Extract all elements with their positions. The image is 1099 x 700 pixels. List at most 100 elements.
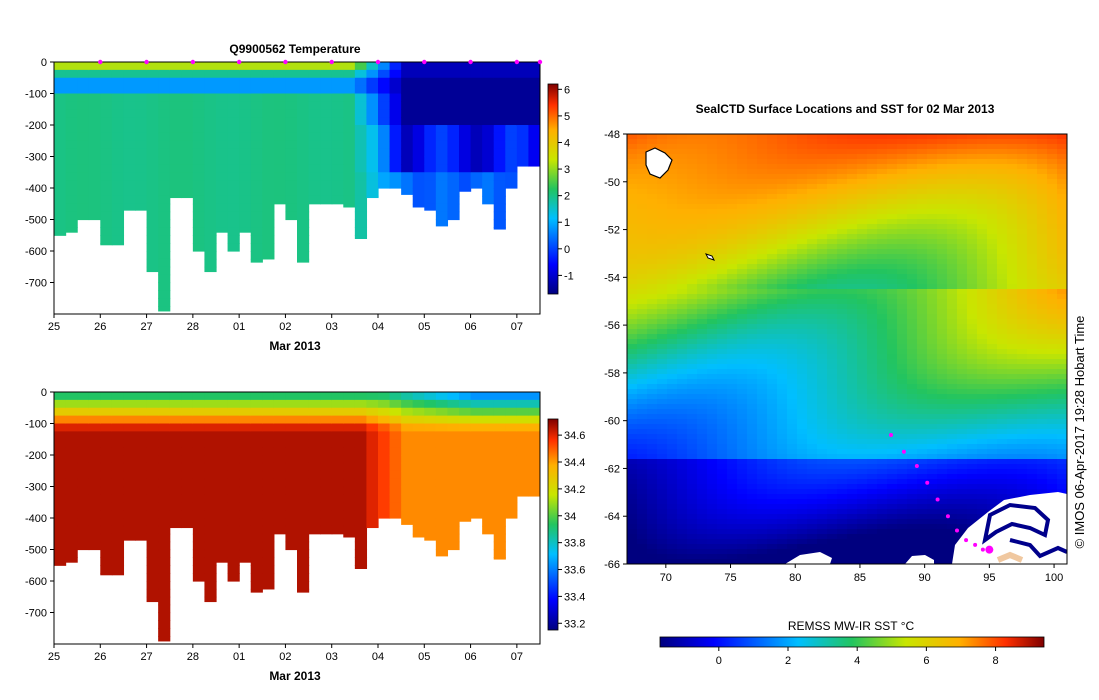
sst-cell [907, 389, 918, 395]
sst-cell [847, 234, 858, 240]
sst-cell [757, 474, 768, 480]
sst-cell [837, 339, 848, 345]
sst-cell [1027, 149, 1038, 155]
temperature-cell [227, 125, 240, 134]
temperature-cell [320, 188, 333, 197]
salinity-cell [123, 486, 136, 495]
y-tick-label: -100 [25, 419, 47, 431]
sst-cell [777, 199, 788, 205]
sst-cell [907, 244, 918, 250]
sst-cell [627, 419, 638, 425]
sst-cell [837, 489, 848, 495]
sst-cell [787, 149, 798, 155]
sst-cell [937, 309, 948, 315]
sst-cell [847, 319, 858, 325]
salinity-cell [239, 415, 252, 425]
sst-cell [687, 469, 698, 475]
sst-cell [757, 369, 768, 375]
temperature-cell [378, 156, 391, 165]
sst-cell [837, 204, 848, 210]
temperature-cell [239, 109, 252, 118]
salinity-cell [459, 478, 472, 488]
salinity-cell [493, 494, 506, 503]
salinity-cell [273, 478, 287, 488]
salinity-cell [285, 541, 298, 551]
temperature-cell [447, 164, 460, 173]
temperature-cell [343, 148, 356, 158]
temperature-cell [273, 125, 287, 134]
sst-cell [897, 214, 908, 220]
sst-cell [1037, 414, 1048, 420]
sst-cell [1027, 214, 1038, 220]
sst-cell [707, 174, 718, 180]
sst-cell [877, 244, 888, 250]
y-tick-label: -700 [25, 278, 47, 290]
temperature-cell [54, 101, 67, 110]
temperature-cell [297, 109, 310, 118]
sst-cell [767, 209, 778, 215]
salinity-cell [216, 399, 229, 409]
sst-cell [627, 274, 638, 280]
sst-cell [787, 159, 798, 165]
sst-cell [837, 349, 848, 355]
sst-cell [937, 234, 948, 240]
sst-cell [747, 394, 758, 400]
sst-cell [897, 199, 908, 205]
sst-cell [727, 249, 738, 255]
sst-cell [897, 354, 908, 360]
salinity-cell [378, 431, 391, 440]
salinity-cell [250, 478, 263, 488]
sst-cell [997, 459, 1008, 465]
temperature-cell [227, 140, 240, 150]
temperature-cell [216, 219, 229, 228]
sst-cell [727, 224, 738, 230]
surface-markers [98, 59, 543, 65]
sst-cell [1037, 334, 1048, 340]
temperature-cell [250, 188, 263, 197]
sst-cell [797, 204, 808, 210]
salinity-cell [459, 510, 472, 519]
sst-cell [787, 339, 798, 345]
sst-cell [747, 234, 758, 240]
sst-cell [957, 289, 968, 295]
sst-cell [627, 189, 638, 195]
sst-cell [797, 379, 808, 385]
sst-cell [727, 379, 738, 385]
sst-cell [687, 279, 698, 285]
sst-cell [737, 344, 748, 350]
sst-cell [987, 214, 998, 220]
sst-cell [947, 364, 958, 370]
sst-cell [757, 449, 768, 455]
sst-cell [947, 379, 958, 385]
salinity-cell [88, 407, 101, 417]
sst-cell [897, 264, 908, 270]
sst-cell [767, 349, 778, 355]
sst-cell [1017, 309, 1028, 315]
sst-cell [647, 449, 658, 455]
temperature-cell [412, 69, 425, 79]
salinity-cell [273, 415, 287, 425]
temperature-cell [65, 62, 78, 71]
sst-cell [707, 484, 718, 490]
salinity-cell [169, 470, 182, 480]
sst-cell [837, 179, 848, 185]
sst-cell [727, 324, 738, 330]
sst-cell [797, 474, 808, 480]
sst-cell [1037, 419, 1048, 425]
temperature-cell [401, 188, 414, 195]
sst-cell [907, 374, 918, 380]
salinity-cell [435, 541, 449, 551]
sst-cell [1047, 469, 1058, 475]
temperature-cell [239, 195, 252, 205]
sst-cell [687, 414, 698, 420]
sst-cell [957, 324, 968, 330]
sst-cell [727, 449, 738, 455]
salinity-cell [262, 486, 275, 495]
salinity-cell [320, 486, 333, 495]
sst-cell [657, 454, 668, 460]
temperature-cell [389, 164, 402, 173]
sst-cell [757, 464, 768, 470]
salinity-cell [250, 399, 263, 409]
sst-cell [767, 139, 778, 145]
sst-cell [817, 139, 828, 145]
